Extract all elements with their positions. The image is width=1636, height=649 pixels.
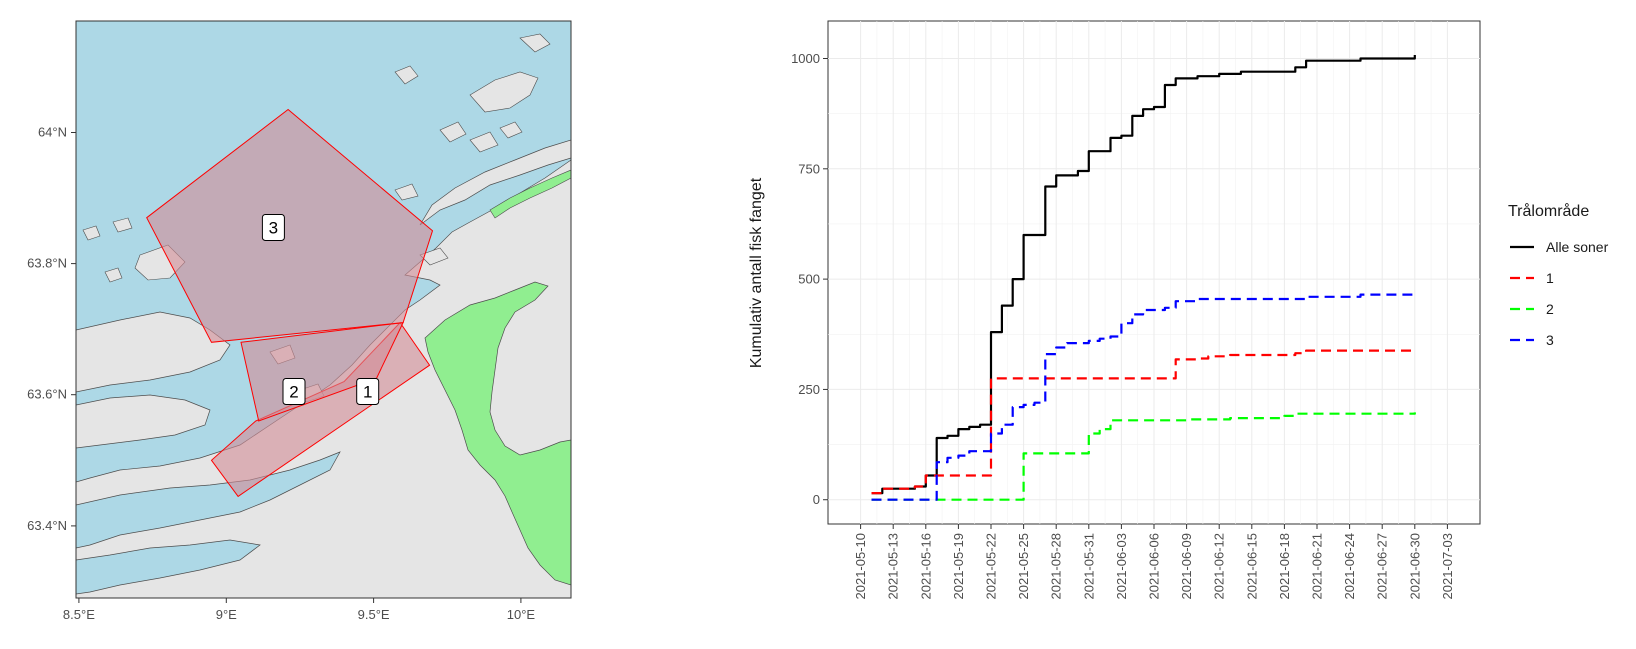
x-tick-label: 2021-07-03 [1440, 533, 1455, 600]
line-chart-panel: 2021-05-10 2021-05-13 2021-05-16 2021-05-19… [748, 20, 1609, 600]
x-tick-label: 2021-06-21 [1310, 533, 1325, 600]
x-tick-label: 2021-05-10 [853, 533, 868, 600]
sea-inlet [76, 451, 341, 549]
x-tick-label: 2021-06-30 [1407, 533, 1422, 600]
map-y-tick-label: 63.6°N [27, 387, 67, 402]
x-tick-label: 2021-06-06 [1147, 533, 1162, 600]
map-x-tick-label: 9°E [216, 607, 237, 622]
zone-1-label: 1 [356, 378, 380, 405]
map-y-tick-label: 63.4°N [27, 518, 67, 533]
green-strip [489, 169, 571, 219]
legend-title: Trålområde [1508, 202, 1589, 220]
map-x-tick-label: 9.5°E [358, 607, 390, 622]
map-x-tick: 9°E [216, 598, 237, 622]
zone-1-label-text: 1 [363, 383, 372, 402]
zone-3-polygon[interactable] [146, 108, 434, 343]
y-tick-label: 250 [798, 382, 820, 397]
series-line-3[interactable] [871, 291, 1416, 501]
chart-x-axis: 2021-05-10 2021-05-13 2021-05-16 2021-05-19… [853, 524, 1455, 600]
map-y-tick: 63.4°N [27, 518, 76, 533]
land-mass-west [76, 311, 231, 393]
map-x-tick-label: 10°E [507, 607, 536, 622]
map-panel: 1 2 3 8.5°E 9°E 9.5°E [27, 20, 572, 623]
x-tick-label: 2021-05-31 [1081, 533, 1096, 600]
map-y-tick-label: 64°N [38, 125, 67, 140]
chart-y-axis: 0 250 500 750 1000 [791, 51, 828, 507]
series-line-alle-soner[interactable] [871, 55, 1416, 495]
chart-series [871, 55, 1416, 501]
series-line-1[interactable] [871, 349, 1416, 495]
legend-label-2: 2 [1546, 301, 1554, 317]
map-x-tick: 8.5°E [63, 598, 95, 622]
x-tick-label: 2021-05-22 [984, 533, 999, 600]
x-tick-label: 2021-05-16 [918, 533, 933, 600]
x-tick-label: 2021-05-19 [951, 533, 966, 600]
map-y-tick-label: 63.8°N [27, 256, 67, 271]
zone-labels: 1 2 3 [261, 214, 380, 405]
green-area [424, 281, 571, 586]
land-mass-north [419, 139, 571, 226]
map-y-tick: 63.6°N [27, 387, 76, 402]
zone-3-label-text: 3 [269, 219, 278, 238]
x-tick-label: 2021-06-15 [1244, 533, 1259, 600]
x-tick-label: 2021-06-18 [1277, 533, 1292, 600]
zone-2-label: 2 [282, 378, 306, 405]
zone-3-label: 3 [261, 214, 285, 241]
trawl-zones [146, 108, 434, 498]
x-tick-label: 2021-05-25 [1016, 533, 1031, 600]
legend-item-1[interactable]: 1 [1510, 270, 1554, 286]
legend-label-1: 1 [1546, 270, 1554, 286]
zone-2-label-text: 2 [289, 383, 298, 402]
series-line-2[interactable] [871, 412, 1416, 501]
legend-label-alle-soner: Alle soner [1546, 239, 1609, 255]
x-tick-label: 2021-06-12 [1212, 533, 1227, 600]
map-border [75, 20, 572, 599]
y-tick-label: 500 [798, 272, 820, 287]
map-x-tick-label: 8.5°E [63, 607, 95, 622]
legend-item-3[interactable]: 3 [1510, 332, 1554, 348]
map-axes: 8.5°E 9°E 9.5°E 10°E 63.4°N 63.6°N [27, 125, 535, 623]
map-y-tick: 64°N [38, 125, 76, 140]
y-tick-label: 0 [813, 492, 820, 507]
y-tick-label: 750 [798, 161, 820, 176]
chart-y-axis-label: Kumulativ antall fisk fanget [748, 177, 765, 368]
y-tick-label: 1000 [791, 51, 820, 66]
x-tick-label: 2021-06-27 [1375, 533, 1390, 600]
chart-legend: Trålområde Alle soner 1 2 3 [1508, 202, 1609, 348]
x-tick-label: 2021-06-24 [1342, 533, 1357, 600]
legend-item-2[interactable]: 2 [1510, 301, 1554, 317]
x-tick-label: 2021-06-09 [1179, 533, 1194, 600]
x-tick-label: 2021-05-28 [1049, 533, 1064, 600]
map-y-tick: 63.8°N [27, 256, 76, 271]
chart-grid [828, 21, 1480, 524]
land-mass-sw [76, 394, 211, 449]
map-x-tick: 10°E [507, 598, 536, 622]
x-tick-label: 2021-05-13 [886, 533, 901, 600]
x-tick-label: 2021-06-03 [1114, 533, 1129, 600]
map-x-tick: 9.5°E [358, 598, 390, 622]
legend-label-3: 3 [1546, 332, 1554, 348]
sea-inlet-south [76, 539, 261, 595]
legend-item-alle-soner[interactable]: Alle soner [1510, 239, 1609, 255]
